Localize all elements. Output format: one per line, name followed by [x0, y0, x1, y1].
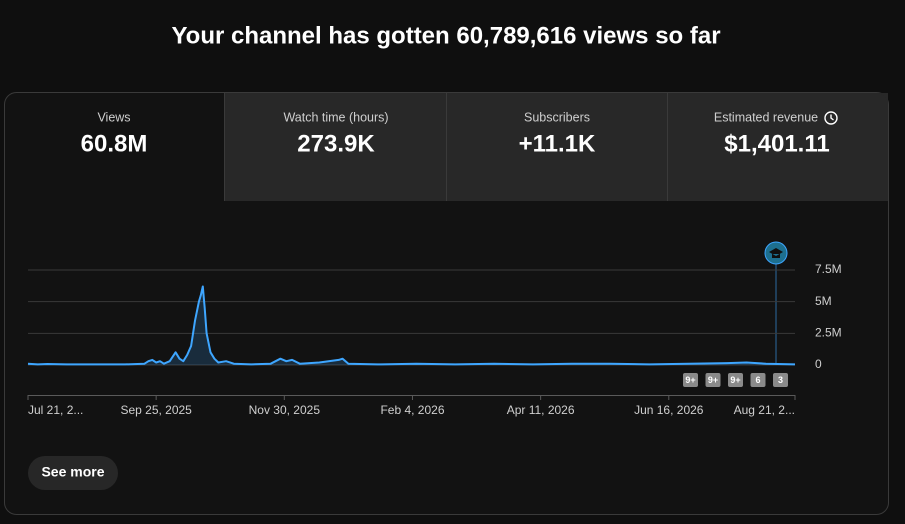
y-tick-label: 7.5M	[815, 262, 842, 276]
x-tick-label: Jul 21, 2...	[28, 403, 83, 417]
x-tick-label: Jun 16, 2026	[634, 403, 704, 417]
page-title: Your channel has gotten 60,789,616 views…	[171, 22, 720, 49]
tab-label: Watch time (hours)	[283, 110, 388, 124]
annotation-label: 6	[755, 375, 760, 385]
annotation-label: 9+	[685, 375, 695, 385]
tab-label: Estimated revenue	[714, 110, 818, 124]
tab-background	[225, 93, 888, 201]
tab-value: 60.8M	[81, 130, 148, 157]
annotation-badge	[773, 373, 788, 387]
see-more-button[interactable]	[28, 456, 118, 490]
annotation-badge	[705, 373, 721, 387]
annotation-badge	[683, 373, 698, 387]
tab-value: $1,401.11	[724, 130, 829, 157]
annotation-label: 9+	[708, 375, 718, 385]
annotation-badge	[728, 373, 743, 387]
tab-label: Subscribers	[524, 110, 590, 124]
clock-icon	[824, 111, 838, 125]
tab-value: 273.9K	[297, 130, 375, 157]
line	[27, 285, 796, 366]
tab-value: +11.1K	[519, 130, 596, 157]
marker-glyph	[769, 248, 783, 258]
y-tick-label: 2.5M	[815, 326, 842, 340]
x-tick-label: Nov 30, 2025	[249, 403, 321, 417]
y-tick-label: 0	[815, 357, 822, 371]
see-more-label: See more	[41, 464, 104, 480]
y-tick-label: 5M	[815, 294, 832, 308]
annotation-label: 3	[778, 375, 783, 385]
x-tick-label: Aug 21, 2...	[734, 403, 795, 417]
x-tick-label: Apr 11, 2026	[507, 403, 575, 417]
x-tick-label: Feb 4, 2026	[380, 403, 444, 417]
annotation-label: 9+	[730, 375, 740, 385]
x-tick-label: Sep 25, 2025	[120, 403, 192, 417]
annotation-badge	[750, 373, 766, 387]
tab-label: Views	[97, 110, 130, 124]
